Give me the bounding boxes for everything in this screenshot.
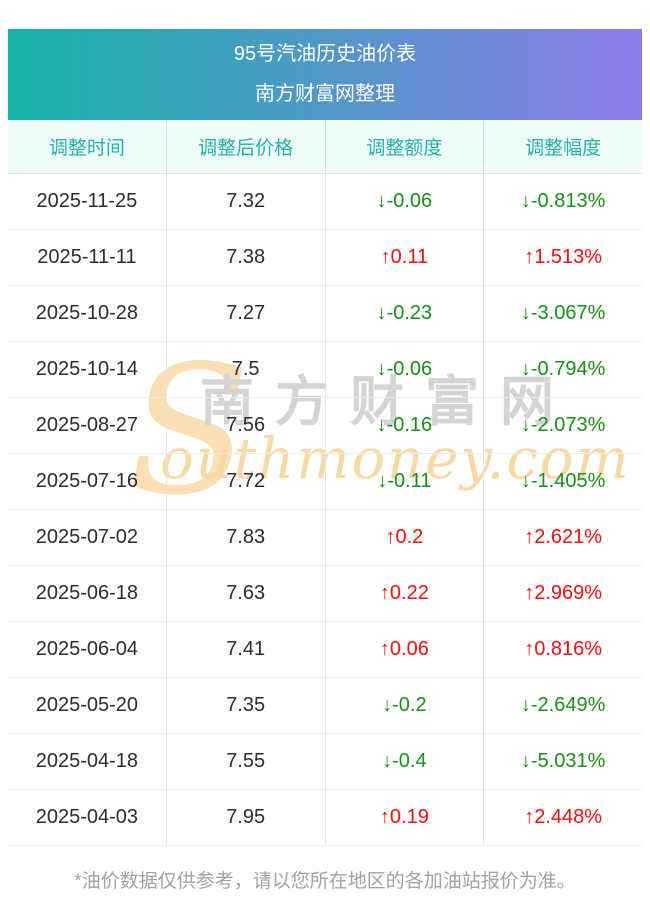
table-banner: 95号汽油历史油价表 南方财富网整理 — [8, 29, 642, 120]
price-cell: 7.55 — [167, 734, 326, 789]
date-cell: 2025-11-25 — [8, 174, 167, 229]
price-cell: 7.27 — [167, 286, 326, 341]
pct-cell: ↑1.513% — [524, 246, 603, 268]
price-cell: 7.38 — [167, 230, 326, 285]
pct-cell: ↑2.448% — [524, 806, 603, 828]
pct-cell: ↓-2.073% — [520, 414, 606, 436]
date-cell: 2025-07-16 — [8, 454, 167, 509]
change-cell: ↓-0.06 — [326, 174, 485, 229]
column-header-pct: 调整幅度 — [525, 138, 602, 159]
change-cell: ↑0.2 — [326, 510, 485, 565]
date-cell: 2025-07-02 — [8, 510, 167, 565]
change-cell: ↓-0.2 — [326, 678, 485, 733]
pct-cell: ↓-0.794% — [520, 358, 606, 380]
column-header-change: 调整额度 — [326, 120, 485, 173]
pct-cell: ↓-5.031% — [520, 750, 606, 772]
date-cell: 2025-06-18 — [8, 566, 167, 621]
change-cell: ↓-0.06 — [326, 342, 485, 397]
price-cell: 7.83 — [167, 510, 326, 565]
price-cell: 7.41 — [167, 622, 326, 677]
date-cell: 2025-10-28 — [8, 286, 167, 341]
change-cell: ↑0.11 — [326, 230, 485, 285]
table-row: 2025-08-27 7.56 ↓-0.16 ↓-2.073% — [8, 398, 642, 454]
table-body: 2025-11-25 7.32 ↓-0.06 ↓-0.813% 2025-11-11 7.… — [8, 174, 642, 846]
price-cell: 7.56 — [167, 398, 326, 453]
price-table: 95号汽油历史油价表 南方财富网整理 调整时间 调整后价格 调整额度 调整幅度 … — [8, 29, 642, 846]
table-row: 2025-05-20 7.35 ↓-0.2 ↓-2.649% — [8, 678, 642, 734]
table-row: 2025-06-04 7.41 ↑0.06 ↑0.816% — [8, 622, 642, 678]
table-row: 2025-04-03 7.95 ↑0.19 ↑2.448% — [8, 790, 642, 846]
pct-cell: ↑2.969% — [524, 582, 603, 604]
date-cell: 2025-04-03 — [8, 790, 167, 845]
table-row: 2025-07-16 7.72 ↓-0.11 ↓-1.405% — [8, 454, 642, 510]
price-cell: 7.95 — [167, 790, 326, 845]
date-cell: 2025-10-14 — [8, 342, 167, 397]
price-cell: 7.5 — [167, 342, 326, 397]
column-header-time: 调整时间 — [8, 120, 167, 173]
price-cell: 7.72 — [167, 454, 326, 509]
change-cell: ↑0.06 — [326, 622, 485, 677]
pct-cell: ↓-0.813% — [520, 190, 606, 212]
pct-cell: ↑2.621% — [524, 526, 603, 548]
date-cell: 2025-05-20 — [8, 678, 167, 733]
pct-cell: ↓-1.405% — [520, 470, 606, 492]
change-cell: ↓-0.4 — [326, 734, 485, 789]
table-row: 2025-04-18 7.55 ↓-0.4 ↓-5.031% — [8, 734, 642, 790]
date-cell: 2025-06-04 — [8, 622, 167, 677]
date-cell: 2025-11-11 — [8, 230, 167, 285]
date-cell: 2025-08-27 — [8, 398, 167, 453]
disclaimer-note: *油价数据仅供参考，请以您所在地区的各加油站报价为准。 — [74, 871, 576, 892]
pct-cell: ↓-2.649% — [520, 694, 606, 716]
column-header-price: 调整后价格 — [167, 120, 326, 173]
change-cell: ↑0.22 — [326, 566, 485, 621]
price-cell: 7.35 — [167, 678, 326, 733]
table-title: 95号汽油历史油价表 — [233, 43, 417, 65]
table-row: 2025-10-28 7.27 ↓-0.23 ↓-3.067% — [8, 286, 642, 342]
table-row: 2025-11-11 7.38 ↑0.11 ↑1.513% — [8, 230, 642, 286]
change-cell: ↓-0.23 — [326, 286, 485, 341]
date-cell: 2025-04-18 — [8, 734, 167, 789]
change-cell: ↑0.19 — [326, 790, 485, 845]
price-cell: 7.32 — [167, 174, 326, 229]
change-cell: ↓-0.16 — [326, 398, 485, 453]
table-header-row: 调整时间 调整后价格 调整额度 调整幅度 — [8, 120, 642, 174]
table-row: 2025-10-14 7.5 ↓-0.06 ↓-0.794% — [8, 342, 642, 398]
table-row: 2025-11-25 7.32 ↓-0.06 ↓-0.813% — [8, 174, 642, 230]
price-cell: 7.63 — [167, 566, 326, 621]
table-row: 2025-07-02 7.83 ↑0.2 ↑2.621% — [8, 510, 642, 566]
change-cell: ↓-0.11 — [326, 454, 485, 509]
table-row: 2025-06-18 7.63 ↑0.22 ↑2.969% — [8, 566, 642, 622]
table-subtitle: 南方财富网整理 — [255, 83, 395, 105]
pct-cell: ↓-3.067% — [520, 302, 606, 324]
pct-cell: ↑0.816% — [524, 638, 603, 660]
